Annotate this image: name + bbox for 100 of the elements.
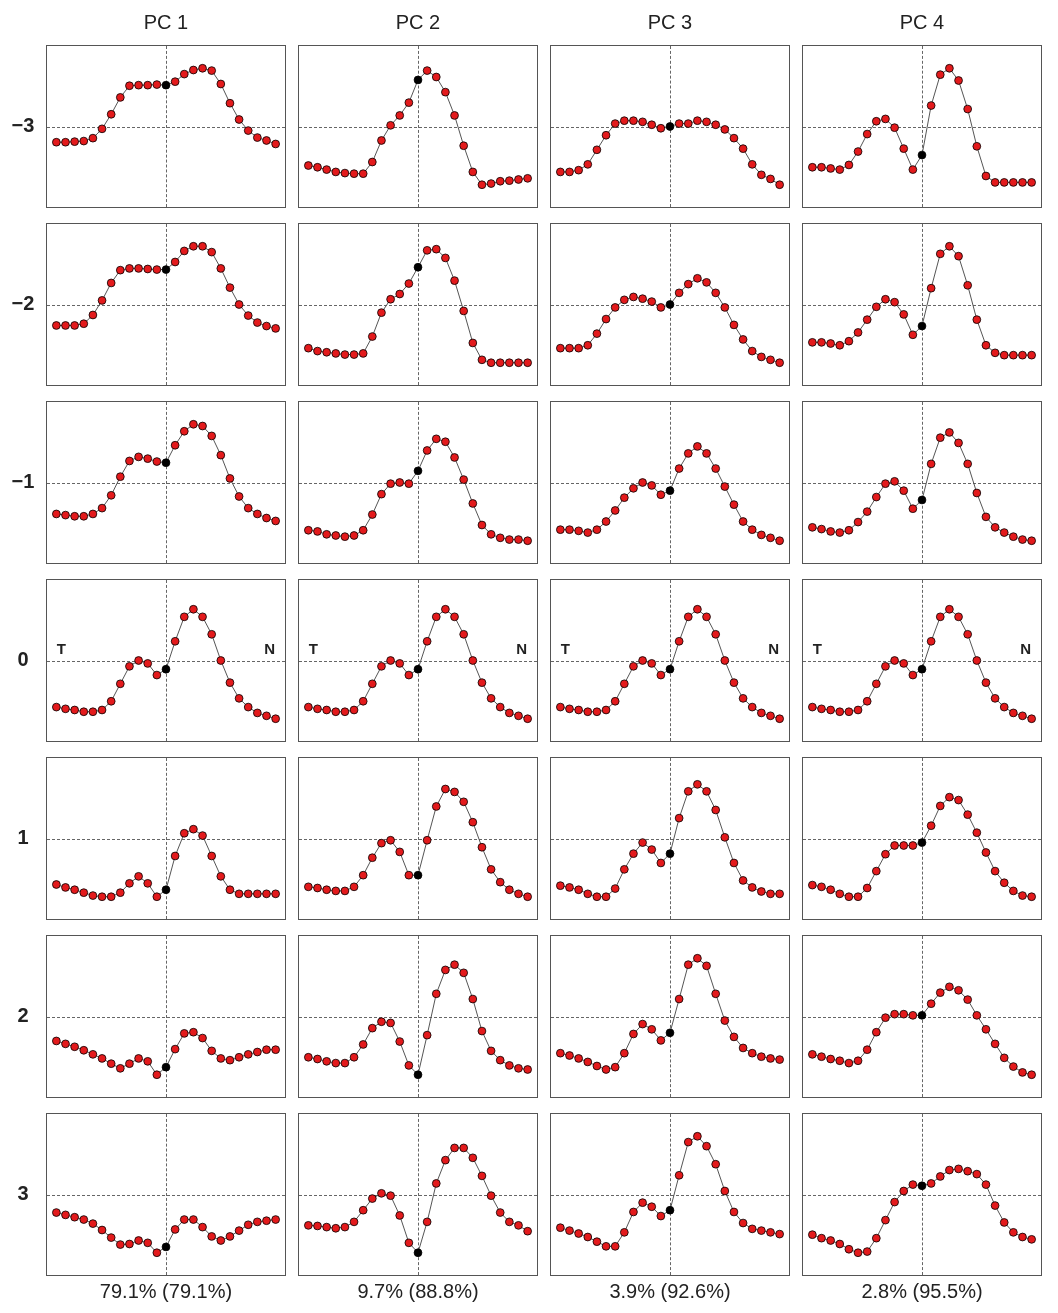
point xyxy=(720,1016,730,1025)
point xyxy=(486,530,496,539)
point xyxy=(583,1232,593,1242)
point xyxy=(441,604,450,614)
point xyxy=(52,1208,61,1217)
point xyxy=(729,320,739,330)
point xyxy=(395,1211,405,1220)
point xyxy=(890,656,899,665)
point xyxy=(817,1052,826,1061)
point xyxy=(766,1228,775,1237)
annotation: N xyxy=(1020,640,1032,658)
point xyxy=(422,66,432,75)
point xyxy=(853,328,863,337)
point xyxy=(106,278,116,288)
point xyxy=(565,704,574,714)
point xyxy=(1027,714,1036,724)
point xyxy=(999,350,1009,360)
annotation: T xyxy=(812,640,822,658)
x-axis-title: 9.7% (88.8%) xyxy=(356,1280,480,1303)
point xyxy=(556,1223,565,1232)
point xyxy=(972,828,982,837)
point xyxy=(253,509,262,519)
point xyxy=(720,482,730,491)
point xyxy=(556,702,565,712)
point xyxy=(935,1172,945,1181)
chart-title: PC 1 xyxy=(142,11,190,34)
point xyxy=(486,694,496,703)
point xyxy=(441,784,450,794)
point xyxy=(656,858,666,868)
point xyxy=(990,1039,1000,1049)
point xyxy=(271,139,280,149)
point xyxy=(738,335,748,344)
point xyxy=(116,265,125,275)
point xyxy=(954,76,963,85)
point xyxy=(468,338,478,348)
point xyxy=(143,80,153,90)
point xyxy=(304,1052,313,1062)
point xyxy=(106,892,116,902)
point xyxy=(853,1056,863,1066)
point xyxy=(963,104,972,114)
point xyxy=(601,130,611,140)
point xyxy=(271,1045,280,1054)
point xyxy=(313,1054,322,1064)
point xyxy=(459,141,468,151)
point xyxy=(386,121,395,130)
point xyxy=(505,535,514,544)
point xyxy=(826,339,835,348)
point xyxy=(523,1065,532,1074)
point xyxy=(683,960,693,969)
point xyxy=(945,428,954,437)
point xyxy=(349,1052,359,1062)
point xyxy=(253,1217,262,1227)
point xyxy=(899,841,909,850)
point xyxy=(881,849,890,859)
point xyxy=(665,486,675,495)
point xyxy=(322,885,331,895)
point xyxy=(917,1181,927,1191)
point xyxy=(234,115,244,124)
point xyxy=(198,241,207,251)
point xyxy=(775,180,784,190)
point xyxy=(441,87,450,97)
point xyxy=(189,604,198,614)
point xyxy=(477,1171,487,1181)
point xyxy=(495,176,505,186)
point xyxy=(395,289,405,299)
point xyxy=(556,167,565,177)
point xyxy=(395,847,405,857)
point xyxy=(70,511,79,521)
point xyxy=(565,1051,574,1060)
point xyxy=(629,849,638,858)
point xyxy=(908,1011,918,1020)
point xyxy=(179,246,189,256)
point xyxy=(368,1194,377,1203)
point xyxy=(601,705,611,715)
point xyxy=(881,1013,890,1022)
point xyxy=(963,810,972,819)
point xyxy=(638,1019,647,1029)
point xyxy=(835,707,845,717)
point xyxy=(1018,535,1027,544)
point xyxy=(207,431,216,441)
point xyxy=(358,870,368,880)
point xyxy=(610,303,620,312)
point xyxy=(693,116,702,125)
point xyxy=(523,174,532,183)
point xyxy=(565,343,574,353)
point xyxy=(574,165,583,175)
point xyxy=(61,137,70,147)
point xyxy=(271,889,280,899)
point xyxy=(592,145,602,155)
point xyxy=(413,664,423,674)
point xyxy=(313,527,322,536)
point xyxy=(386,479,395,488)
point xyxy=(253,318,262,327)
point xyxy=(152,670,162,680)
point xyxy=(189,1215,198,1224)
point xyxy=(441,437,450,447)
point xyxy=(340,350,350,359)
point xyxy=(844,336,854,346)
point xyxy=(358,1040,368,1049)
point xyxy=(243,503,253,513)
